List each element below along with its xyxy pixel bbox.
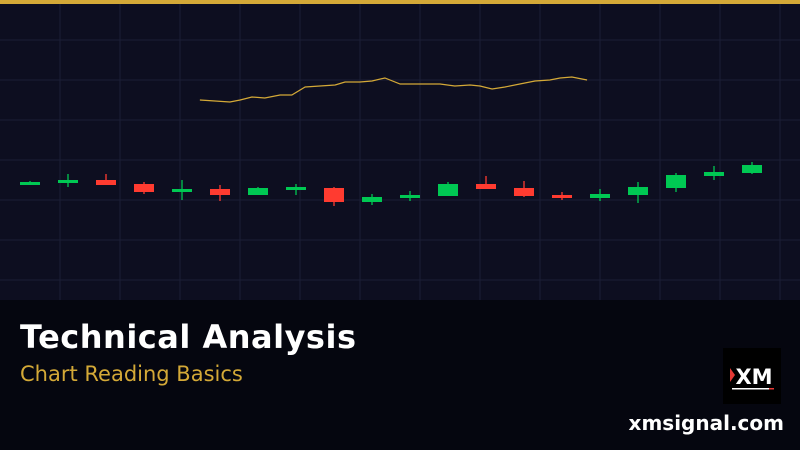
candle-body bbox=[210, 189, 230, 195]
candle-body bbox=[704, 172, 724, 176]
page-subtitle: Chart Reading Basics bbox=[20, 362, 243, 386]
candle-body bbox=[514, 188, 534, 196]
candle-body bbox=[742, 165, 762, 173]
logo-text: XM bbox=[735, 365, 772, 389]
candle-body bbox=[286, 187, 306, 190]
candle-body bbox=[20, 182, 40, 185]
candle-body bbox=[628, 187, 648, 195]
candle-body bbox=[590, 194, 610, 198]
candle-body bbox=[552, 195, 572, 198]
candle-body bbox=[438, 184, 458, 196]
website-link[interactable]: xmsignal.com bbox=[628, 411, 784, 435]
candle-body bbox=[248, 188, 268, 195]
chart-svg bbox=[0, 4, 800, 300]
candle-body bbox=[96, 180, 116, 185]
candle-body bbox=[362, 197, 382, 202]
xm-logo-icon: XM bbox=[730, 365, 774, 390]
candle-body bbox=[400, 195, 420, 198]
candle-body bbox=[172, 189, 192, 192]
moving-average-line bbox=[199, 76, 588, 103]
candle-body bbox=[476, 184, 496, 189]
candle-body bbox=[324, 188, 344, 202]
candle-body bbox=[134, 184, 154, 192]
candlestick-chart bbox=[0, 4, 800, 300]
accent-bar bbox=[0, 0, 800, 4]
candle-body bbox=[666, 175, 686, 188]
page-title: Technical Analysis bbox=[20, 318, 357, 356]
candle-body bbox=[58, 180, 78, 183]
xm-logo: XM bbox=[723, 348, 781, 404]
caption-panel bbox=[0, 300, 800, 450]
